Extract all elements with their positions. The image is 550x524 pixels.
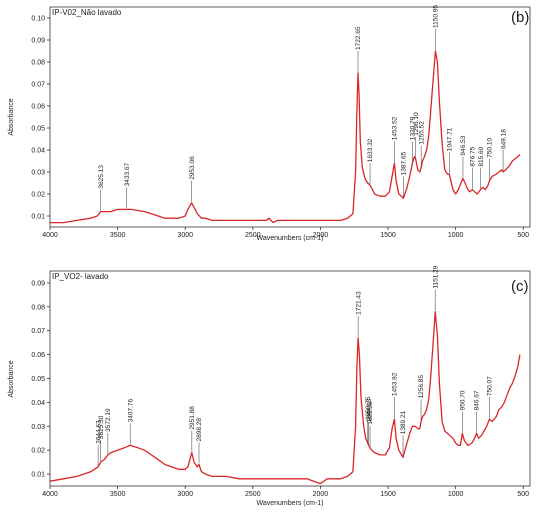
x-tick-label: 2500	[245, 491, 261, 498]
peak-label: 649.18	[500, 129, 507, 149]
peak-label: 3407.76	[127, 399, 134, 423]
peak-label: 815.60	[478, 146, 485, 166]
y-tick-label: 0.03	[31, 170, 45, 177]
x-tick-label: 2000	[313, 491, 329, 498]
x-tick-label: 3000	[177, 232, 193, 239]
peak-label: 1320.79	[410, 116, 417, 140]
panel-label: (b)	[511, 9, 529, 26]
axis-ticks: 4000 3500 3000 2500 2000 1500 1000 500 0.01 0.02 0…	[31, 16, 529, 240]
peak-label: 1296.10	[413, 112, 420, 136]
peak-label: 1047.71	[447, 127, 454, 151]
y-tick-label: 0.09	[31, 280, 45, 287]
peak-label: 1644.13	[366, 399, 373, 423]
plot-frame	[49, 6, 531, 228]
spectrum-line	[49, 310, 521, 485]
peak-label: 1453.92	[392, 372, 399, 396]
spectrum-line	[50, 50, 521, 224]
y-tick-label: 0.07	[31, 328, 45, 335]
y-tick-label: 0.04	[31, 400, 45, 407]
peak-label: 3625.13	[98, 165, 105, 189]
y-tick-label: 0.03	[31, 424, 45, 431]
x-tick-label: 500	[517, 232, 529, 239]
axis-ticks: 4000 3500 3000 2500 2000 1500 1000 500 0.01 0.02 0…	[31, 280, 529, 498]
series-group	[49, 310, 521, 485]
x-tick-label: 1500	[380, 232, 396, 239]
peak-label: 3644.63	[95, 420, 102, 444]
x-tick-label: 4000	[42, 232, 58, 239]
sample-label: IP_VO2- lavado	[52, 272, 109, 281]
y-tick-label: 0.02	[31, 448, 45, 455]
x-axis-label: Wavenumbers (cm-1)	[256, 235, 323, 242]
peak-label: 1389.21	[400, 410, 407, 434]
panel-c: IP_VO2- lavado (c) Absorbance Wavenumber…	[8, 265, 531, 507]
y-tick-label: 0.05	[31, 126, 45, 133]
peak-label: 750.10	[487, 138, 494, 158]
peak-label: 2898.28	[196, 418, 203, 442]
x-tick-label: 500	[517, 491, 529, 498]
peak-label: 1721.43	[355, 291, 362, 315]
peak-annotations: 3625.13 3433.67 2953.06 1722.65 1633.32 1453.…	[98, 5, 507, 211]
x-axis-label: Wavenumbers (cm-1)	[256, 500, 323, 507]
peak-label: 750.07	[487, 376, 494, 396]
panel-label: (c)	[511, 278, 529, 295]
peak-label: 876.75	[470, 146, 477, 166]
peak-label: 1255.52	[418, 121, 425, 145]
y-tick-label: 0.01	[31, 472, 45, 479]
peak-label: 846.67	[474, 390, 481, 410]
peak-label: 3433.67	[124, 163, 131, 187]
x-tick-label: 2500	[245, 232, 261, 239]
y-axis-label: Absorbance	[8, 98, 15, 135]
plot-frame	[49, 270, 531, 487]
y-tick-label: 0.09	[31, 38, 45, 45]
x-tick-label: 1000	[448, 232, 464, 239]
y-tick-label: 0.10	[31, 16, 45, 23]
peak-label: 2953.06	[189, 156, 196, 180]
peak-label: 2951.88	[189, 406, 196, 430]
peak-label: 1633.32	[367, 138, 374, 162]
x-tick-label: 2000	[313, 232, 329, 239]
y-axis-label: Absorbance	[8, 360, 15, 397]
series-group	[50, 50, 521, 224]
peak-label: 1151.29	[432, 265, 439, 288]
peak-label: 1650.75	[365, 396, 372, 420]
y-tick-label: 0.04	[31, 148, 45, 155]
x-tick-label: 3500	[110, 491, 126, 498]
panel-b: IP-V02_Não lavado (b) Absorbance Wavenum…	[8, 5, 531, 242]
x-tick-label: 3000	[177, 491, 193, 498]
y-tick-label: 0.06	[31, 104, 45, 111]
peak-label: 1453.52	[392, 116, 399, 140]
y-tick-label: 0.06	[31, 352, 45, 359]
y-tick-label: 0.02	[31, 192, 45, 199]
y-tick-label: 0.08	[31, 60, 45, 67]
peak-label: 3572.19	[105, 408, 112, 432]
y-tick-label: 0.01	[31, 214, 45, 221]
y-tick-label: 0.05	[31, 376, 45, 383]
y-tick-label: 0.07	[31, 82, 45, 89]
peak-label: 1150.95	[433, 5, 440, 28]
peak-label: 1256.85	[418, 375, 425, 399]
sample-label: IP-V02_Não lavado	[52, 8, 122, 17]
peak-label: 1722.65	[355, 26, 362, 50]
x-tick-label: 1500	[380, 491, 396, 498]
peak-label: 3625.30	[98, 415, 105, 439]
peak-label: 1387.65	[401, 152, 408, 176]
y-tick-label: 0.08	[31, 304, 45, 311]
x-tick-label: 1000	[448, 491, 464, 498]
peak-label: 950.70	[460, 390, 467, 410]
peak-label: 1633.39	[367, 401, 374, 425]
peak-label: 946.53	[460, 135, 467, 155]
x-tick-label: 3500	[110, 232, 126, 239]
x-tick-label: 4000	[42, 491, 58, 498]
